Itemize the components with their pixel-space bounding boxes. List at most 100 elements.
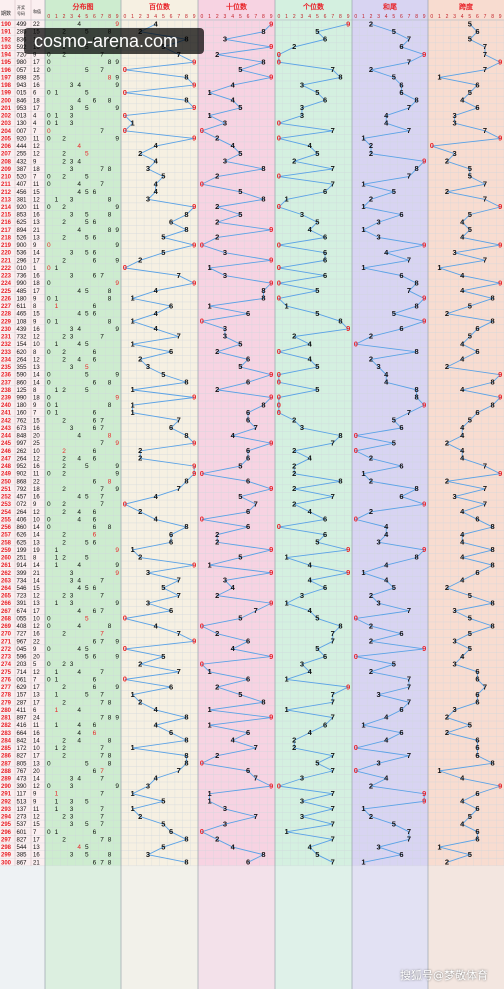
tens-mark: 0 (200, 827, 204, 836)
digit-header-4-0: 0 (354, 14, 357, 20)
watermark-box (24, 28, 204, 54)
sum-tail-mark: 2 (369, 812, 373, 821)
tens-mark: 1 (207, 560, 211, 569)
distribution-mark: 4 (77, 722, 81, 729)
sum-tail-mark: 8 (415, 484, 419, 493)
sum-tail-mark: 2 (369, 355, 373, 364)
code-cell: 137 (17, 807, 28, 813)
distribution-mark: 3 (70, 250, 74, 257)
tens-mark: 6 (246, 766, 250, 775)
sum-cell: 19 (33, 548, 40, 554)
section-title-5: 跨度 (459, 2, 474, 11)
sum-tail-mark: 2 (369, 637, 373, 646)
distribution-mark: 7 (100, 486, 104, 493)
section-title-1: 百位数 (149, 2, 171, 11)
tens-mark: 8 (261, 294, 265, 303)
span-mark: 7 (483, 179, 487, 188)
tens-mark: 0 (200, 126, 204, 135)
sum-cell: 21 (33, 860, 40, 866)
tens-mark: 1 (207, 301, 211, 310)
sum-tail-mark: 6 (399, 705, 403, 714)
distribution-mark: 3 (70, 425, 74, 432)
code-cell: 287 (17, 700, 28, 706)
tens-mark: 9 (269, 484, 273, 493)
sum-tail-mark: 9 (422, 545, 426, 554)
sum-cell: 14 (33, 373, 40, 379)
sum-tail-mark: 8 (415, 164, 419, 173)
span-mark: 3 (453, 111, 457, 120)
distribution-mark: 1 (55, 562, 59, 569)
span-mark: 1 (437, 73, 441, 82)
sum-cell: 14 (33, 251, 40, 257)
code-cell: 860 (17, 525, 28, 531)
span-mark: 1 (437, 842, 441, 851)
span-mark: 8 (491, 758, 495, 767)
tens-mark: 6 (246, 507, 250, 516)
span-mark: 5 (468, 210, 472, 219)
hundreds-mark: 1 (130, 789, 134, 798)
distribution-mark: 4 (77, 730, 81, 737)
span-mark: 1 (437, 766, 441, 775)
code-cell: 130 (17, 121, 28, 127)
issue-cell: 192 (1, 37, 12, 43)
hundreds-mark: 1 (130, 690, 134, 699)
span-mark: 9 (498, 202, 502, 211)
distribution-mark: 5 (85, 539, 89, 546)
units-mark: 6 (323, 515, 327, 524)
digit-header-4-8: 8 (415, 14, 418, 20)
distribution-mark: 3 (70, 806, 74, 813)
distribution-mark: 4 (77, 646, 81, 653)
units-mark: 7 (331, 804, 335, 813)
sum-tail-mark: 2 (369, 507, 373, 516)
distribution-mark: 5 (85, 250, 89, 257)
code-cell: 827 (17, 754, 28, 760)
issue-cell: 209 (1, 167, 12, 173)
sum-tail-mark: 1 (361, 202, 365, 211)
distribution-mark: 0 (47, 295, 51, 302)
span-mark: 9 (498, 278, 502, 287)
digit-header-0-5: 5 (85, 14, 88, 20)
sum-cell: 9 (33, 159, 37, 165)
distribution-mark: 7 (100, 52, 104, 59)
sum-cell: 16 (33, 853, 40, 859)
hundreds-mark: 6 (169, 827, 173, 836)
sum-tail-mark: 8 (415, 385, 419, 394)
hundreds-mark: 9 (192, 560, 196, 569)
units-mark: 7 (331, 126, 335, 135)
hundreds-mark: 7 (177, 766, 181, 775)
sum-cell: 4 (33, 121, 37, 127)
units-mark: 1 (284, 827, 288, 836)
tens-mark: 8 (261, 850, 265, 859)
hundreds-mark: 4 (154, 156, 159, 165)
distribution-mark: 8 (108, 402, 112, 409)
span-mark: 7 (483, 42, 487, 51)
sum-cell: 14 (33, 533, 40, 539)
sum-tail-mark: 3 (377, 598, 381, 607)
units-mark: 1 (284, 705, 288, 714)
hundreds-mark: 4 (154, 621, 159, 630)
section-tail-3 (275, 865, 352, 989)
tens-mark: 0 (200, 179, 204, 188)
issue-cell: 193 (1, 45, 12, 51)
tens-mark: 2 (215, 172, 219, 181)
distribution-mark: 5 (85, 288, 89, 295)
sum-cell: 13 (33, 693, 40, 699)
distribution-mark: 3 (70, 334, 74, 341)
distribution-mark: 7 (100, 334, 104, 341)
distribution-mark: 2 (62, 555, 66, 562)
sum-cell: 18 (33, 281, 40, 287)
issue-cell: 250 (1, 479, 12, 485)
sum-tail-mark: 4 (384, 713, 389, 722)
hundreds-mark: 7 (177, 332, 181, 341)
code-cell: 867 (17, 860, 28, 866)
sum-tail-mark: 7 (407, 675, 411, 684)
sum-tail-mark: 8 (415, 278, 419, 287)
tens-mark: 0 (200, 515, 204, 524)
distribution-mark: 0 (47, 395, 51, 402)
distribution-mark: 9 (115, 227, 119, 234)
units-mark: 6 (323, 530, 327, 539)
code-cell: 285 (17, 30, 28, 36)
digit-header-5-0: 0 (430, 14, 433, 20)
distribution-mark: 8 (108, 715, 112, 722)
issue-cell: 274 (1, 662, 12, 668)
